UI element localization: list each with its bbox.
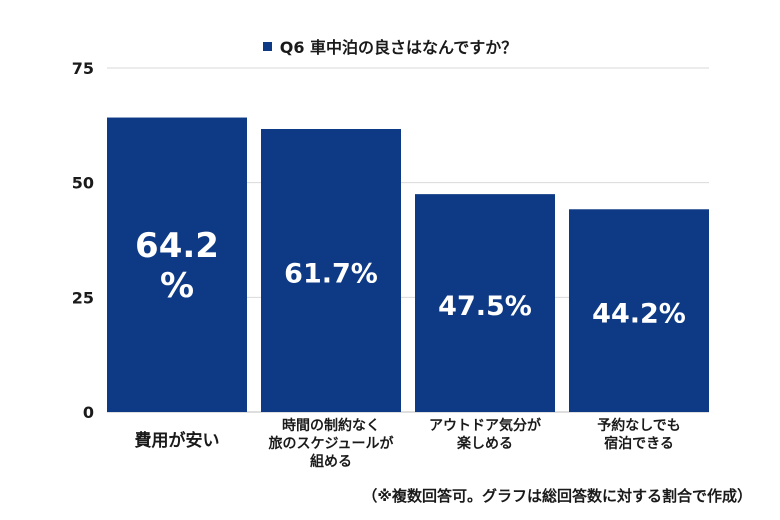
x-tick-label: 費用が安い xyxy=(135,430,220,451)
bar xyxy=(569,209,709,412)
bar xyxy=(107,117,247,412)
data-label: 44.2% xyxy=(592,299,686,330)
x-tick-label: 宿泊できる xyxy=(604,435,674,452)
chart-footnote: （※複数回答可。グラフは総回答数に対する割合で作成） xyxy=(362,487,752,505)
x-tick-label: 時間の制約なく xyxy=(282,417,380,434)
y-tick-label: 25 xyxy=(72,288,94,307)
x-tick-label: 予約なしでも xyxy=(597,417,681,434)
legend-swatch xyxy=(262,42,272,51)
bar xyxy=(415,194,555,412)
y-tick-label: 0 xyxy=(83,403,94,422)
data-label: % xyxy=(160,266,194,306)
y-tick-label: 75 xyxy=(72,59,94,78)
legend-label: Q6 車中泊の良さはなんですか？ xyxy=(279,38,518,57)
x-tick-label: 楽しめる xyxy=(456,435,513,452)
data-label: 47.5% xyxy=(438,291,532,322)
chart-legend: Q6 車中泊の良さはなんですか？ xyxy=(0,34,780,58)
bar xyxy=(261,129,401,412)
x-tick-label: アウトドア気分が xyxy=(429,417,542,434)
y-tick-label: 50 xyxy=(72,174,94,193)
bar-chart: 0 25 50 75 64.2% 費用が安い 61.7% 時間の制約なく旅のスケジュールが組め… xyxy=(72,59,709,470)
x-tick-label: 旅のスケジュールが xyxy=(268,435,394,452)
data-label: 61.7% xyxy=(284,259,378,290)
x-tick-label: 組める xyxy=(310,453,352,470)
data-label: 64.2 xyxy=(135,226,219,266)
